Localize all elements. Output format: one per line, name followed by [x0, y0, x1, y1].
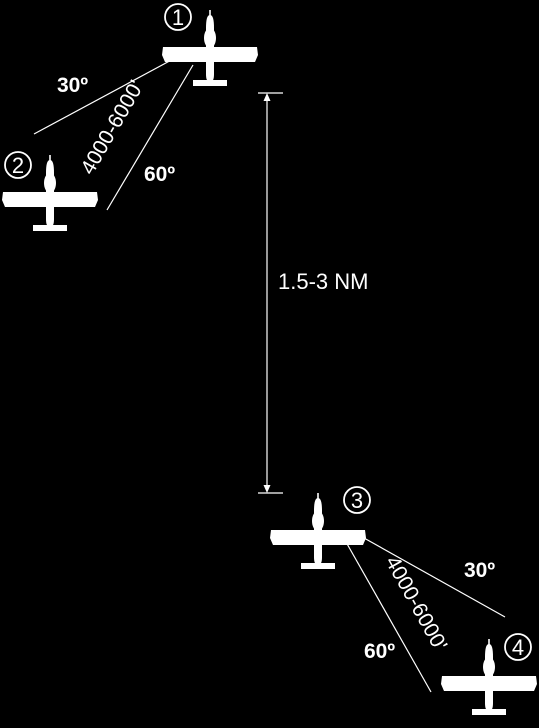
separation-label: 1.5-3 NM [278, 269, 368, 294]
angle-line-30 [363, 537, 506, 618]
arrow-up-icon [263, 93, 271, 101]
aircraft-1: 1 [162, 3, 258, 86]
aircraft-3: 3 [270, 486, 371, 569]
aircraft-2: 2 [2, 151, 98, 231]
number-circle [164, 3, 192, 31]
lower-angle-30-label: 30º [464, 559, 495, 582]
number-circle [504, 633, 532, 661]
number-circle [4, 151, 32, 179]
aircraft-4: 4 [441, 633, 537, 715]
number-circle [343, 486, 371, 514]
arrow-down-icon [263, 485, 271, 493]
upper-angle-lines [33, 56, 194, 211]
aircraft-number-2: 2 [12, 153, 24, 178]
aircraft-number-3: 3 [351, 488, 363, 513]
angle-line-30 [33, 56, 178, 135]
lower-angle-lines [345, 537, 506, 693]
upper-angle-60-label: 60º [144, 163, 175, 186]
aircraft-number-4: 4 [512, 635, 524, 660]
lower-angle-60-label: 60º [364, 640, 395, 663]
separation-dimension [258, 92, 283, 494]
angle-line-60 [106, 64, 194, 211]
aircraft-number-1: 1 [172, 5, 184, 30]
upper-angle-30-label: 30º [57, 74, 88, 97]
angle-line-60 [345, 541, 432, 693]
